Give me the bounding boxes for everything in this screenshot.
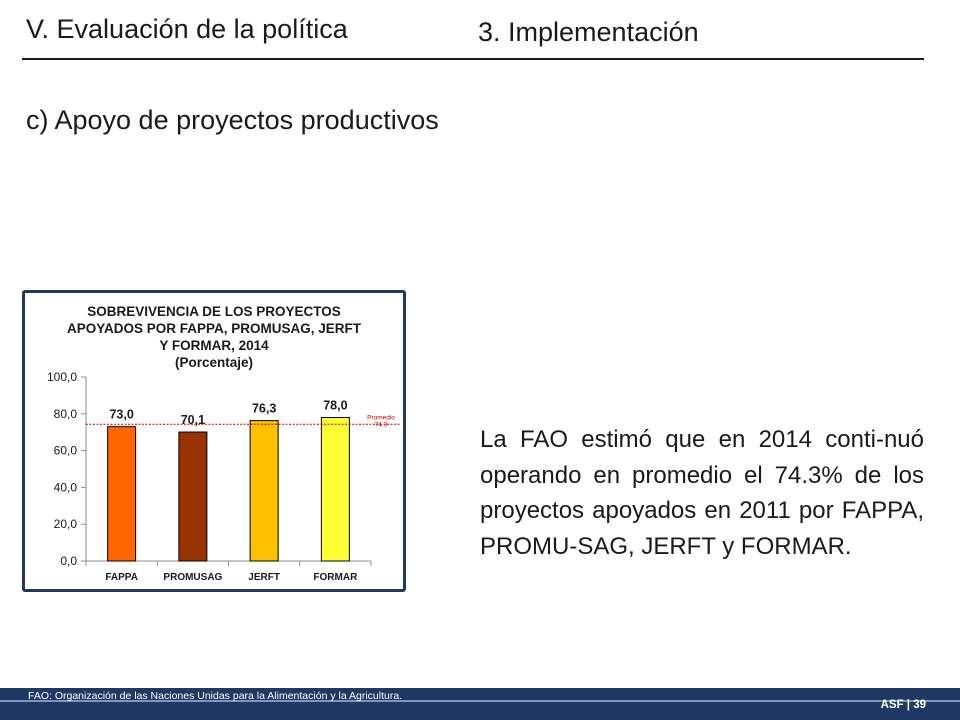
bar-chart: 0,0 20,0 40,0 60,0 80,0 100,0 73,0 FAPPA 70,1 PRO… [47, 370, 400, 583]
chart-title-line-2: APOYADOS POR FAPPA, PROMUSAG, JERFT [66, 321, 362, 336]
subsection-title: 3. Implementación [478, 17, 699, 47]
y-tick-label: 40,0 [54, 480, 78, 494]
chart-frame: SOBREVIVENCIA DE LOS PROYECTOS APOYADOS … [22, 290, 406, 592]
chart-title-line-3: Y FORMAR, 2014 [159, 338, 269, 353]
footer-bar [0, 688, 960, 720]
data-label: 76,3 [252, 402, 276, 416]
body-paragraph: La FAO estimó que en 2014 conti-nuó oper… [480, 426, 924, 560]
chart-title-line-4: (Porcentaje) [174, 355, 254, 370]
x-tick-label: PROMUSAG [163, 572, 222, 583]
average-label: Promedio [367, 414, 395, 421]
y-tick-label: 20,0 [54, 517, 78, 531]
footer-stripe [0, 700, 960, 702]
data-label: 78,0 [323, 398, 347, 412]
x-tick-label: FORMAR [313, 572, 358, 583]
footnote: FAO: Organización de las Naciones Unidas… [28, 690, 403, 702]
data-label: 70,1 [181, 413, 205, 427]
y-tick-label: 60,0 [54, 444, 78, 458]
y-tick-label: 0,0 [60, 554, 77, 568]
section-title: V. Evaluación de la política [26, 14, 348, 44]
x-tick-label: FAPPA [105, 572, 138, 583]
data-label: 73,0 [109, 408, 133, 422]
chart-title-line-1: SOBREVIVENCIA DE LOS PROYECTOS [87, 304, 341, 319]
average-label: 74.3 [375, 421, 388, 428]
bar-fappa [107, 426, 137, 562]
bar-formar [320, 416, 350, 562]
x-tick-label: JERFT [248, 572, 280, 583]
page-number: ASF | 39 [880, 699, 926, 711]
bar-jerft [249, 420, 279, 562]
y-tick-label: 80,0 [54, 407, 78, 421]
bar-promusag [178, 431, 208, 562]
y-tick-label: 100,0 [47, 370, 77, 384]
slide-subtitle: c) Apoyo de proyectos productivos [26, 105, 439, 135]
chart-title: SOBREVIVENCIA DE LOS PROYECTOS APOYADOS … [25, 303, 403, 371]
header-divider [22, 58, 924, 60]
